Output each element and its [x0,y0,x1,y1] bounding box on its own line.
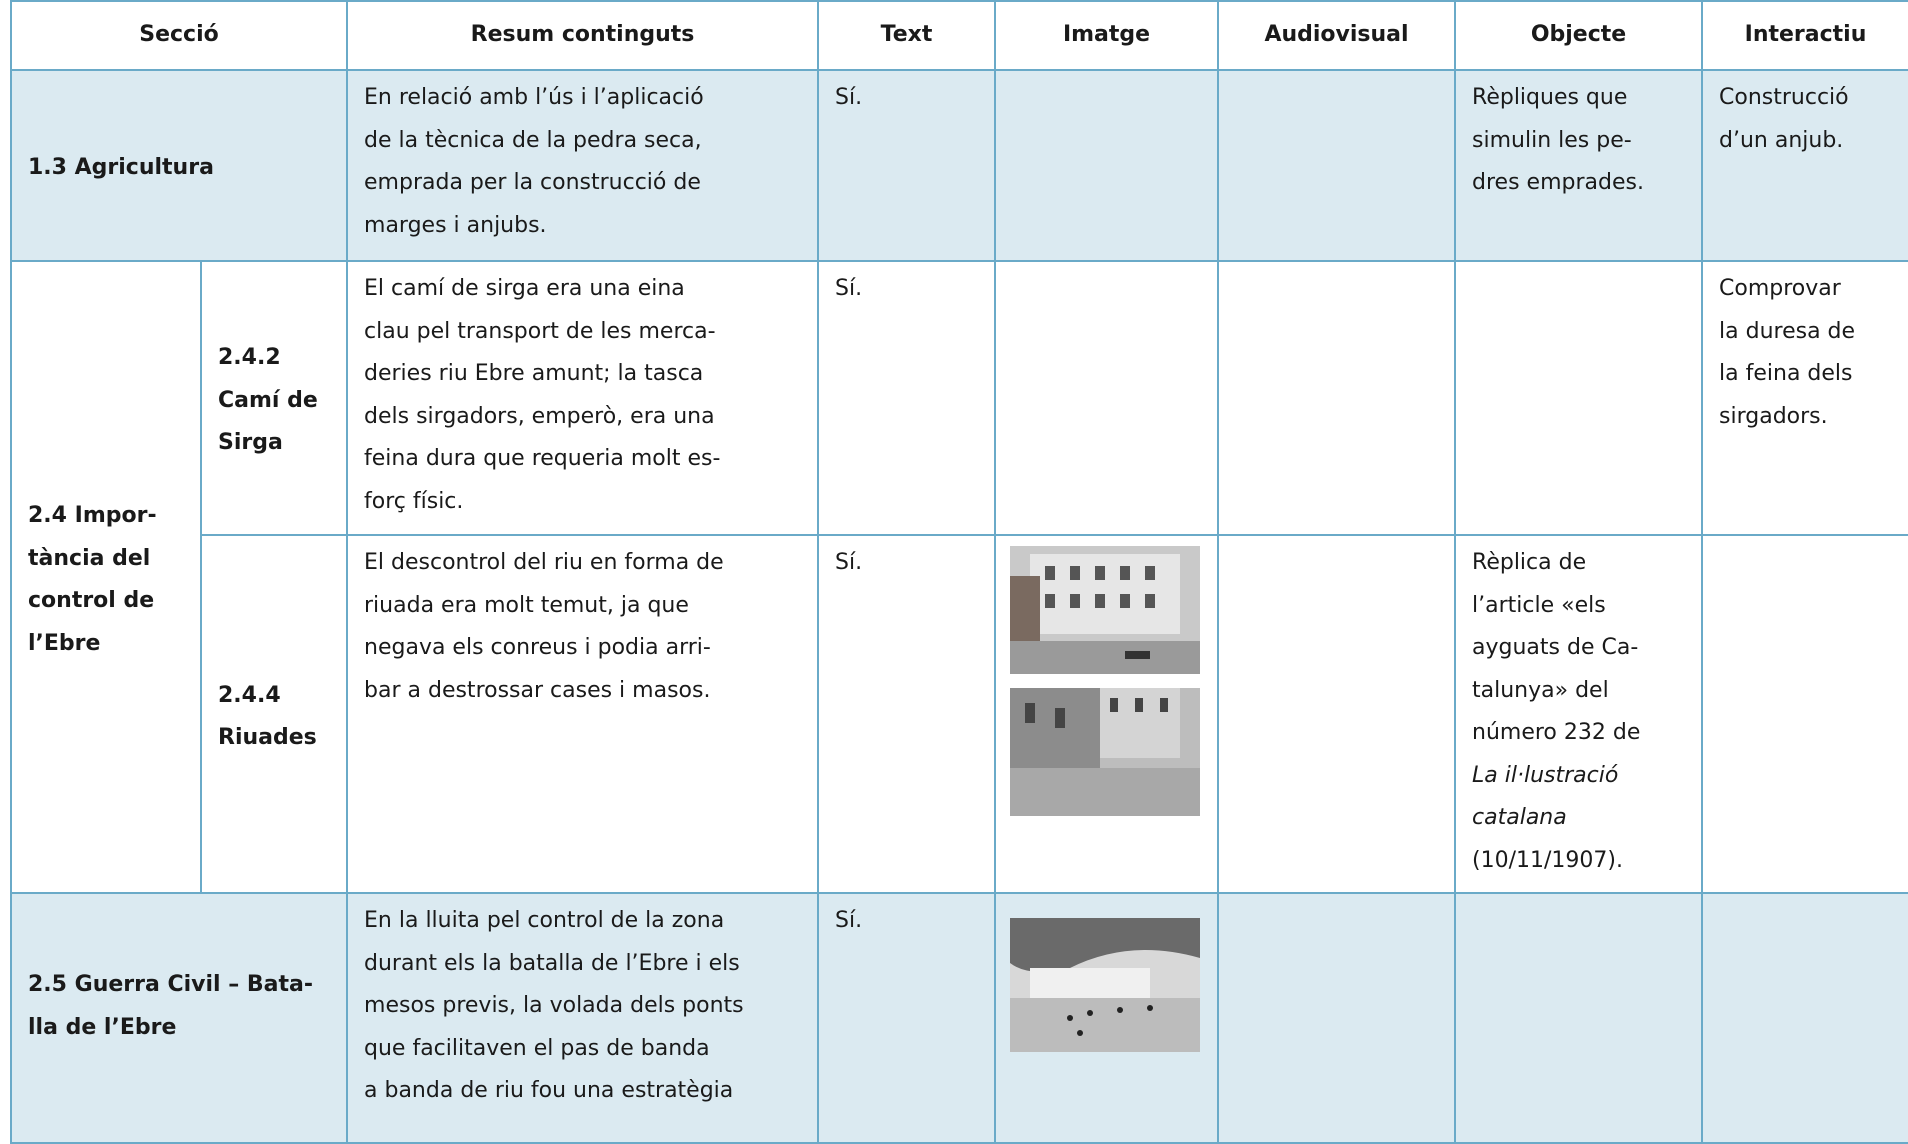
text-line: feina dura que requeria molt es- [364,446,721,471]
text-line: Comprovar [1719,276,1841,301]
audiovisual-cell [1217,260,1457,536]
text-line: dels sirgadors, emperò, era una [364,403,715,429]
text-line: 2.4 Impor- [28,503,157,528]
text-line: emprada per la construcció de [364,170,701,195]
audiovisual-cell [1217,534,1457,894]
object-cell [1454,892,1704,1144]
text-line: ayguats de Ca- [1472,635,1639,660]
row: 2.4 Impor-tància del control de l’Ebre 2.4… [10,260,1908,894]
content-table: Secció Resum continguts Text Imatge Audi… [9,0,1908,1144]
interactive-cell [1701,892,1908,1144]
text-line: 2.4.2 [218,345,281,371]
text-line: simulin les pe- [1472,127,1632,153]
text-line: talunya» del [1472,677,1609,703]
text-line: a banda de riu fou una estratègia [364,1078,734,1103]
row: 1.3 Agricultura En relació amb l’ús i l’… [9,69,1908,262]
text-line: Construcció [1719,85,1849,110]
header-cell: Secció [9,0,349,71]
image-cell [994,534,1220,894]
object-cell: Rèplica de l’article «els ayguats de Ca-ta… [1454,534,1704,894]
text-line: Rèpliques que [1472,85,1628,110]
page: {"table": { "header": ["Secció", "Resum … [9,0,1908,1144]
text-line: catalana [1472,805,1567,830]
text-line: (10/11/1907). [1472,847,1623,873]
text-line: Riuades [218,725,317,750]
object-cell [1454,260,1704,536]
text-line: d’un anjub. [1719,127,1844,153]
row: 2.5 Guerra Civil – Bata-lla de l’Ebre En… [9,892,1908,1144]
text-line: bar a destrossar cases i masos. [364,677,711,703]
summary-cell: En relació amb l’ús i l’aplicació de la t… [346,69,820,262]
text-line: 2.4.4 [218,682,281,708]
text-line: La il·lustració [1472,762,1619,788]
summary-cell: El descontrol del riu en forma de riuada … [346,534,820,894]
text-line: El camí de sirga era una eina [364,276,685,301]
flood-photo [1010,688,1201,816]
text-line: negava els conreus i podia arri- [364,635,711,660]
text-line: que facilitaven el pas de banda [364,1035,710,1061]
header-cell: Objecte [1454,0,1704,71]
text-line: 2.5 Guerra Civil – Bata- [28,972,314,997]
text-line: dres emprades. [1472,170,1644,195]
text-line: Sirga [218,430,283,456]
text-line: tància del [28,545,151,571]
text-line: forç físic. [364,488,464,514]
header-cell: Imatge [994,0,1220,71]
summary-cell: El camí de sirga era una eina clau pel tr… [346,260,820,536]
text-line: El descontrol del riu en forma de [364,550,724,575]
image-cell [994,892,1220,1144]
interactive-cell: Comprovar la duresa de la feina dels sirgad… [1701,260,1908,536]
text-cell: Sí. [817,69,997,262]
text-line: En la lluita pel control de la zona [364,908,725,933]
subsection-cell: 2.4.4 Riuades [199,534,349,894]
text-line: clau pel transport de les merca- [364,318,716,344]
text-line: deries riu Ebre amunt; la tasca [364,361,704,386]
text-line: En relació amb l’ús i l’aplicació [364,85,704,110]
text-line: la feina dels [1719,361,1853,386]
text-line: durant els la batalla de l’Ebre i els [364,950,740,976]
text-line: lla de l’Ebre [28,1014,177,1040]
text-line: l’Ebre [28,630,101,656]
object-cell: Rèpliques que simulin les pe-dres emprade… [1454,69,1704,262]
image-cell [994,69,1220,262]
text-line: Camí de [218,387,318,413]
audiovisual-cell [1217,69,1457,262]
text-line: número 232 de [1472,720,1641,745]
header-cell: Text [817,0,997,71]
header-cell: Interactiu [1701,0,1908,71]
text-cell: Sí. [817,892,997,1144]
text-line: la duresa de [1719,318,1856,344]
header-cell: Audiovisual [1217,0,1457,71]
text-cell: Sí. [817,534,997,894]
text-line: mesos previs, la volada dels ponts [364,993,744,1018]
text-line: riuada era molt temut, ja que [364,592,689,618]
header-row: Secció Resum continguts Text Imatge Audi… [9,0,1908,71]
text-line: Rèplica de [1472,550,1587,575]
row: 2.4.4 Riuades El descontrol del riu en fo… [11,534,1908,894]
image-cell [994,260,1220,536]
section-cell: 2.5 Guerra Civil – Bata-lla de l’Ebre [9,892,349,1144]
text-line: 1.3 Agricultura [28,155,214,181]
text-line: marges i anjubs. [364,212,547,238]
section-cell: 1.3 Agricultura [9,69,349,262]
section-cell: 2.4 Impor-tància del control de l’Ebre [10,260,202,894]
text-line: l’article «els [1472,592,1606,618]
header-cell: Resum continguts [346,0,820,71]
subsection-cell: 2.4.2 Camí de Sirga [199,260,349,536]
text-cell: Sí. [817,260,997,536]
text-line: de la tècnica de la pedra seca, [364,127,702,153]
battle-photo [1010,918,1201,1052]
flood-photo [1010,546,1201,674]
text-line: sirgadors. [1719,403,1828,429]
summary-cell: En la lluita pel control de la zona duran… [346,892,820,1144]
interactive-cell: Construcció d’un anjub. [1701,69,1908,262]
interactive-cell [1701,534,1908,894]
audiovisual-cell [1217,892,1457,1144]
text-line: control de [28,588,155,613]
